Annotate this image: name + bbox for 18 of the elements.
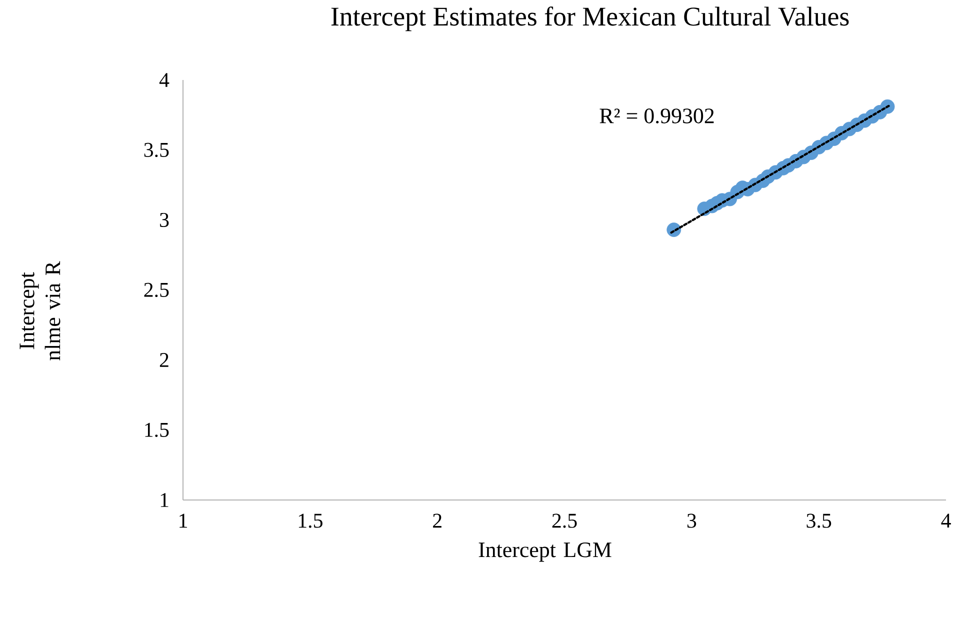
x-axis-title: Intercept LGM (478, 542, 612, 562)
y-axis-title: Intercept nlme via R (20, 261, 60, 360)
chart-title: Intercept Estimates for Mexican Cultural Values (331, 6, 849, 32)
y-tick-label: 2.5 (144, 282, 169, 298)
y-tick-label: 1 (160, 493, 168, 507)
x-tick-label: 3.5 (806, 514, 832, 528)
x-tick-label: 2 (433, 514, 442, 528)
y-tick-label: 3 (160, 212, 169, 228)
x-tick-label: 1 (180, 514, 187, 528)
x-tick-label: 3 (687, 514, 696, 528)
x-tick-label: 2.5 (552, 514, 577, 528)
x-tick-label: 4 (941, 514, 951, 528)
y-tick-label: 1.5 (145, 422, 169, 438)
x-tick-label: 1.5 (298, 514, 322, 528)
y-tick-label: 2 (160, 353, 168, 367)
annotation: R² = 0.99302 (600, 108, 714, 124)
y-tick-label: 3.5 (144, 142, 169, 158)
y-tick-label: 4 (159, 73, 170, 87)
